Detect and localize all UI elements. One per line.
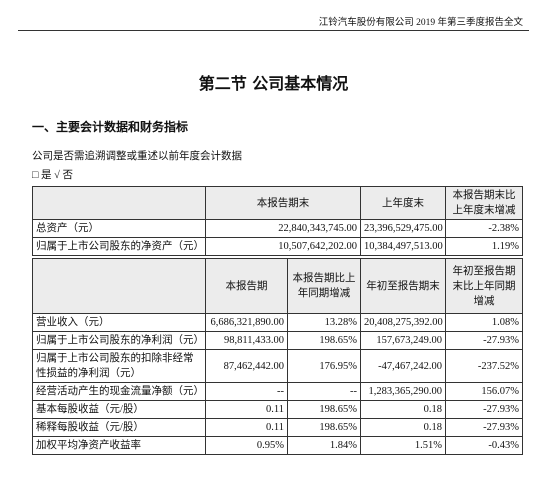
table: 本报告期 本报告期比上年同期增减 年初至报告期末 年初至报告期末比上年同期增减 营业收入… [32, 258, 523, 455]
column-header: 本报告期末比上年度末增减 [445, 186, 523, 220]
cell: 176.95% [287, 349, 361, 383]
header-rule [18, 30, 529, 31]
title: 第二节 公司基本情况 [198, 74, 349, 93]
table-row: 基本每股收益（元/股） 0.11 198.65% 0.18 -27.93% [32, 400, 523, 419]
table-row: 稀释每股收益（元/股） 0.11 198.65% 0.18 -27.93% [32, 418, 523, 437]
row-label: 经营活动产生的现金流量净额（元） [32, 382, 206, 401]
column-header: 本报告期比上年同期增减 [287, 258, 361, 314]
row-label: 归属于上市公司股东的净资产（元） [32, 237, 206, 256]
column-header: 上年度末 [360, 186, 446, 220]
cell: 10,384,497,513.00 [360, 237, 446, 256]
column-header: 年初至报告期末 [360, 258, 446, 314]
cell: 1.51% [360, 436, 446, 455]
cell: -27.93% [445, 331, 523, 350]
cell: 13.28% [287, 313, 361, 332]
cell: 20,408,275,392.00 [360, 313, 446, 332]
row-label: 归属于上市公司股东的扣除非经常性损益的净利润（元） [32, 349, 206, 383]
cell: 1,283,365,290.00 [360, 382, 446, 401]
column-header: 本报告期 [205, 258, 288, 314]
table: 本报告期末 上年度末 本报告期末比上年度末增减 总资产（元） 22,840,343,74… [32, 186, 523, 256]
corner-cell [32, 186, 206, 220]
question: 公司是否需追溯调整或重述以前年度会计数据 [32, 151, 242, 162]
cell: 1.84% [287, 436, 361, 455]
row-label: 基本每股收益（元/股） [32, 400, 206, 419]
column-header: 本报告期末 [205, 186, 361, 220]
cell: 198.65% [287, 418, 361, 437]
cell: 1.19% [445, 237, 523, 256]
cell: 0.18 [360, 418, 446, 437]
cell: 98,811,433.00 [205, 331, 288, 350]
table-row: 营业收入（元） 6,686,321,890.00 13.28% 20,408,275,… [32, 313, 523, 332]
column-header: 年初至报告期末比上年同期增减 [445, 258, 523, 314]
cell: 157,673,249.00 [360, 331, 446, 350]
corner-cell [32, 258, 206, 314]
table-row: 经营活动产生的现金流量净额（元） -- -- 1,283,365,290.00 156.… [32, 382, 523, 401]
cell: -47,467,242.00 [360, 349, 446, 383]
table-row: 总资产（元） 22,840,343,745.00 23,396,529,475.00… [32, 219, 523, 238]
cell: 0.95% [205, 436, 288, 455]
cell: 22,840,343,745.00 [205, 219, 361, 238]
table-row: 归属于上市公司股东的净资产（元） 10,507,642,202.00 10,384,… [32, 237, 523, 256]
header-row: 本报告期末 上年度末 本报告期末比上年度末增减 [32, 186, 523, 220]
table-body: 本报告期 本报告期比上年同期增减 年初至报告期末 年初至报告期末比上年同期增减 营业收入… [32, 258, 523, 455]
row-label: 总资产（元） [32, 219, 206, 238]
table-row: 归属于上市公司股东的扣除非经常性损益的净利润（元） 87,462,442.00 17… [32, 349, 523, 383]
section-heading: 一、主要会计数据和财务指标 [32, 120, 189, 134]
table-row: 归属于上市公司股东的净利润（元） 98,811,433.00 198.65% 157,… [32, 331, 523, 350]
cell: 198.65% [287, 400, 361, 419]
row-label: 加权平均净资产收益率 [32, 436, 206, 455]
row-label: 稀释每股收益（元/股） [32, 418, 206, 437]
cell: 198.65% [287, 331, 361, 350]
cell: -237.52% [445, 349, 523, 383]
cell: 6,686,321,890.00 [205, 313, 288, 332]
row-label: 归属于上市公司股东的净利润（元） [32, 331, 206, 350]
table-row: 加权平均净资产收益率 0.95% 1.84% 1.51% -0.43% [32, 436, 523, 455]
cell: -27.93% [445, 418, 523, 437]
cell: 0.11 [205, 418, 288, 437]
table-body: 本报告期末 上年度末 本报告期末比上年度末增减 总资产（元） 22,840,343,74… [32, 186, 523, 256]
answer: □ 是 √ 否 [32, 170, 73, 181]
cell: -27.93% [445, 400, 523, 419]
cell: -0.43% [445, 436, 523, 455]
row-label: 营业收入（元） [32, 313, 206, 332]
cell: 87,462,442.00 [205, 349, 288, 383]
page-header: 江铃汽车股份有限公司 2019 年第三季度报告全文 [318, 18, 523, 28]
cell: 0.11 [205, 400, 288, 419]
cell: -2.38% [445, 219, 523, 238]
cell: -- [287, 382, 361, 401]
cell: -- [205, 382, 288, 401]
cell: 10,507,642,202.00 [205, 237, 361, 256]
cell: 23,396,529,475.00 [360, 219, 446, 238]
header-row: 本报告期 本报告期比上年同期增减 年初至报告期末 年初至报告期末比上年同期增减 [32, 258, 523, 314]
cell: 156.07% [445, 382, 523, 401]
cell: 1.08% [445, 313, 523, 332]
cell: 0.18 [360, 400, 446, 419]
